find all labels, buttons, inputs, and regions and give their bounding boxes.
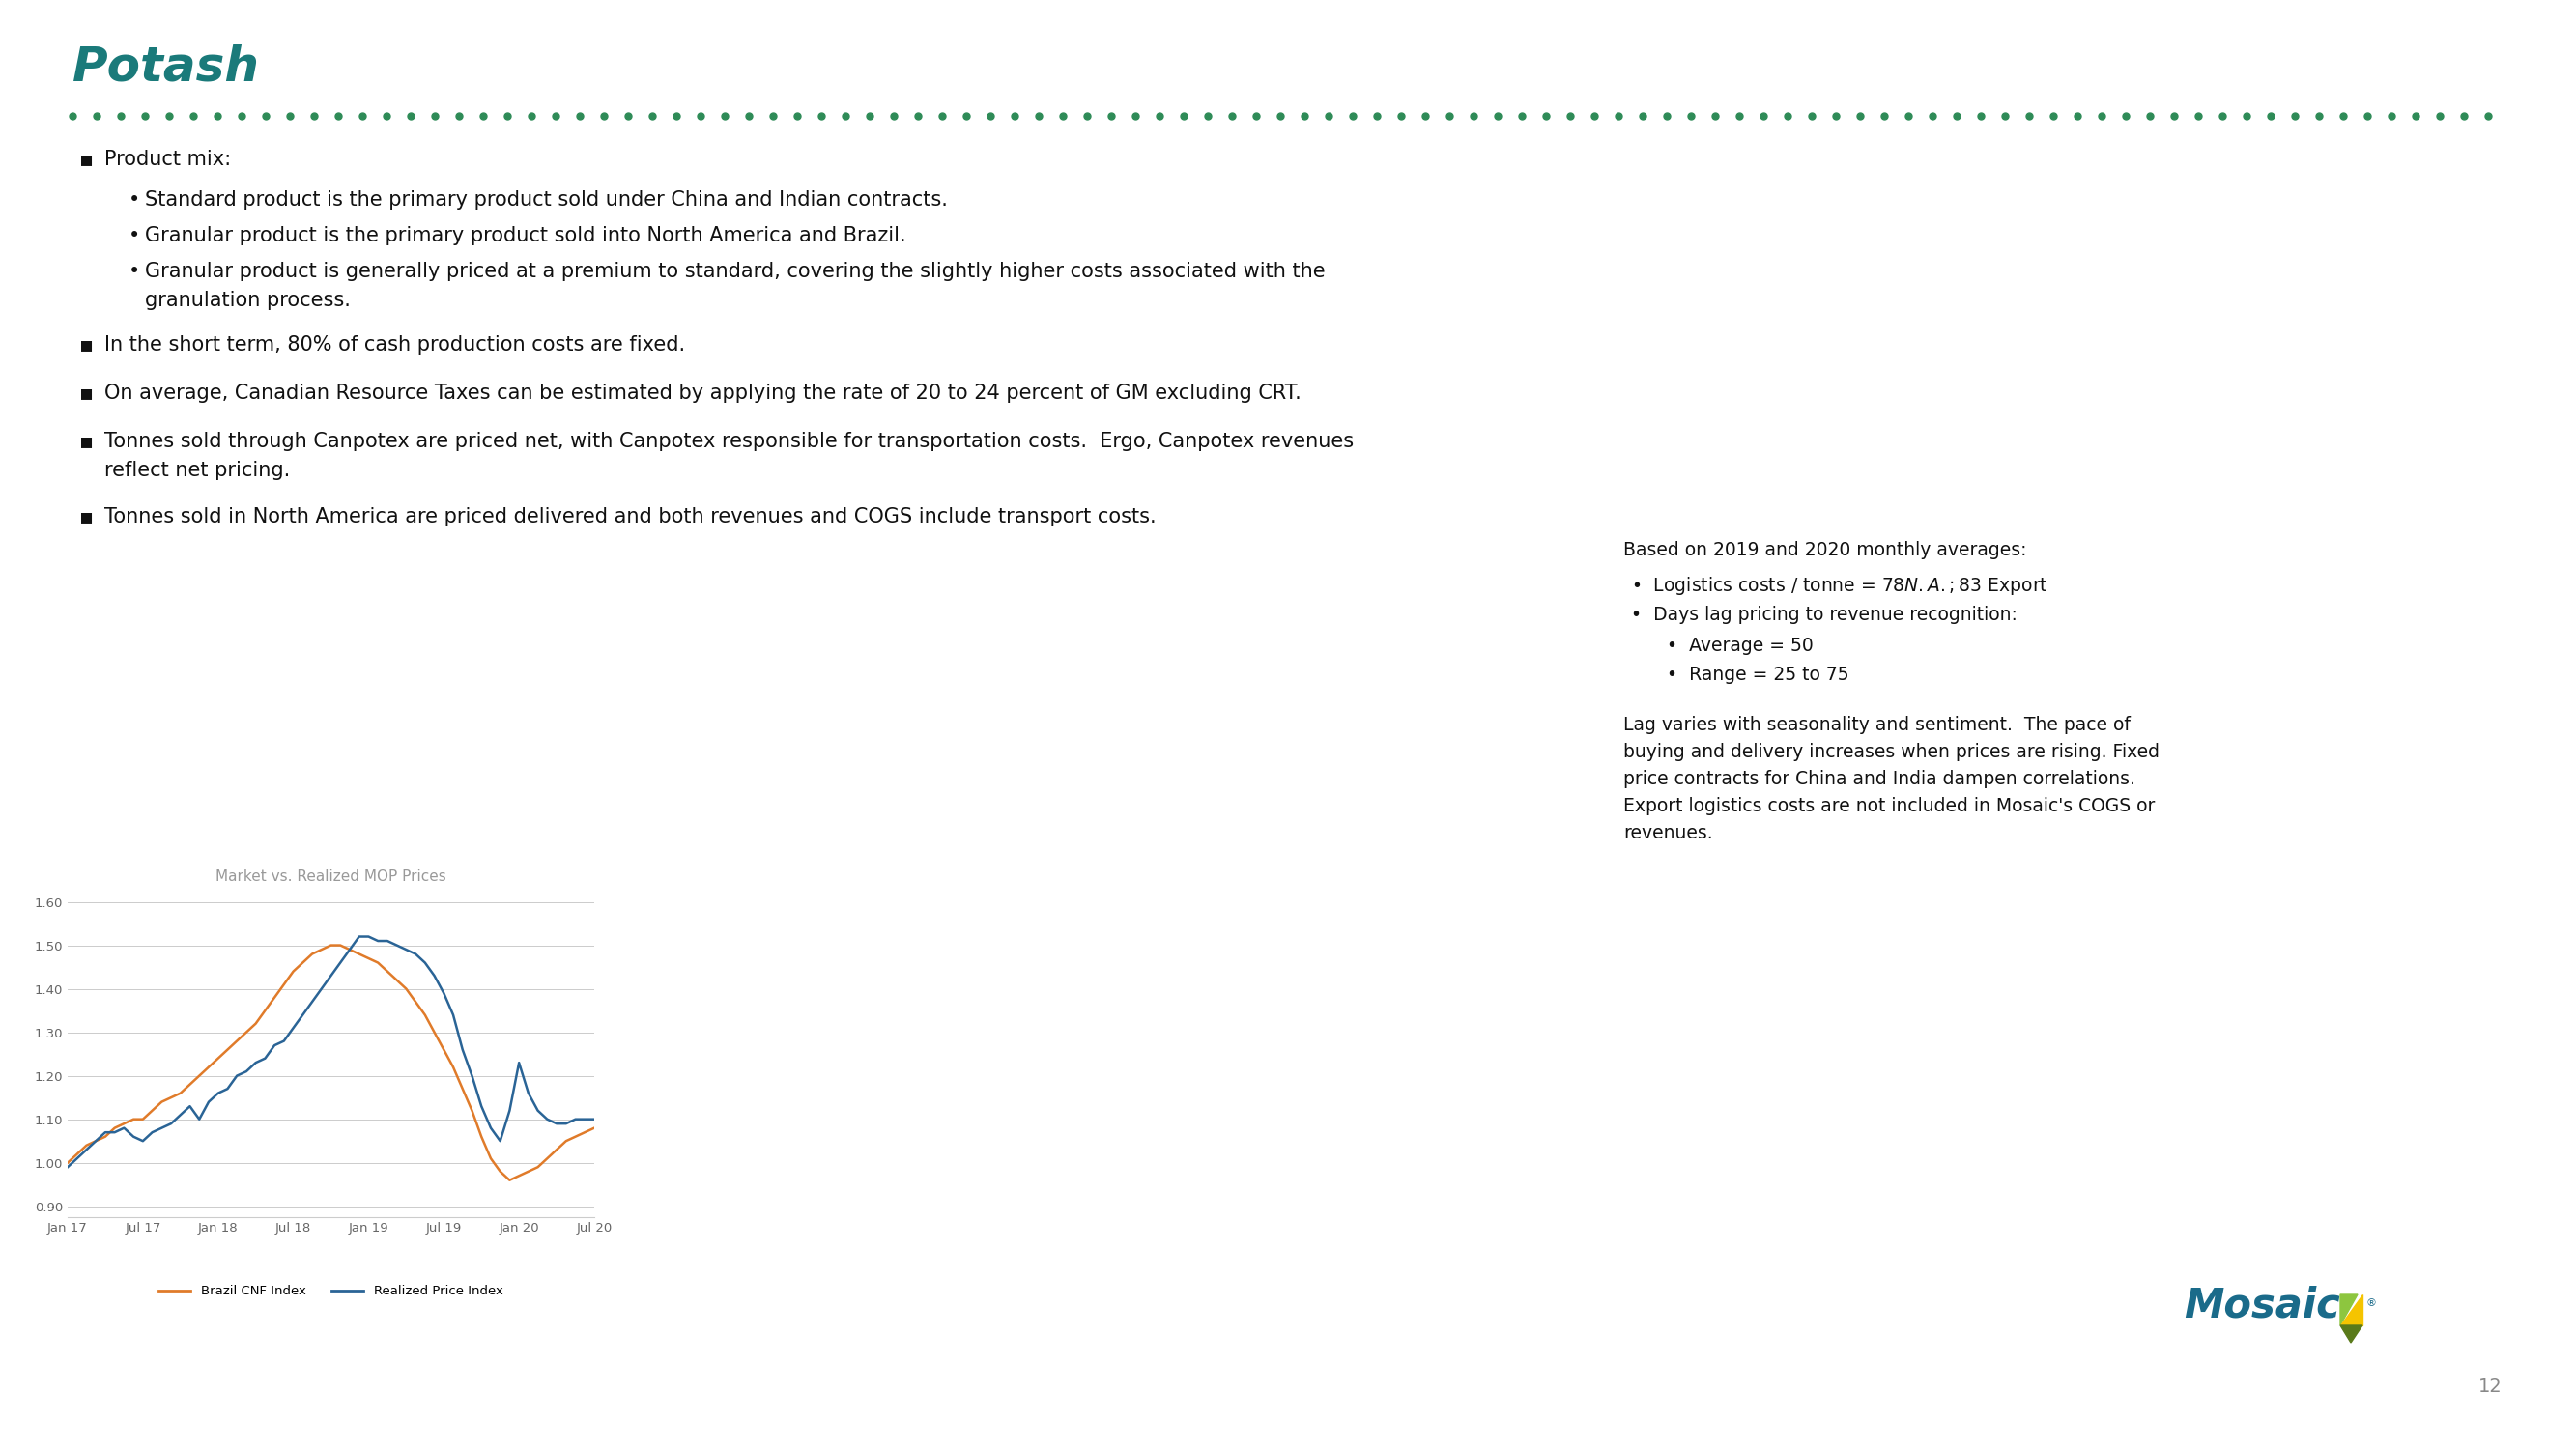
Text: Granular product is the primary product sold into North America and Brazil.: Granular product is the primary product … xyxy=(144,226,907,245)
Polygon shape xyxy=(2339,1326,2362,1343)
Text: On average, Canadian Resource Taxes can be estimated by applying the rate of 20 : On average, Canadian Resource Taxes can … xyxy=(106,384,1301,403)
Text: •  Average = 50: • Average = 50 xyxy=(1667,636,1814,655)
Text: ▪: ▪ xyxy=(80,149,93,170)
Text: In the short term, 80% of cash production costs are fixed.: In the short term, 80% of cash productio… xyxy=(106,335,685,355)
Text: •  Logistics costs / tonne = $78 N.A.; $83 Export: • Logistics costs / tonne = $78 N.A.; $8… xyxy=(1631,575,2048,597)
Legend: Brazil CNF Index, Realized Price Index: Brazil CNF Index, Realized Price Index xyxy=(155,1279,507,1303)
Text: price contracts for China and India dampen correlations.: price contracts for China and India damp… xyxy=(1623,769,2136,788)
Text: •: • xyxy=(129,190,139,210)
Text: Tonnes sold through Canpotex are priced net, with Canpotex responsible for trans: Tonnes sold through Canpotex are priced … xyxy=(106,432,1355,451)
Text: revenues.: revenues. xyxy=(1623,824,1713,842)
Text: reflect net pricing.: reflect net pricing. xyxy=(106,461,291,480)
Text: Export logistics costs are not included in Mosaic's COGS or: Export logistics costs are not included … xyxy=(1623,797,2156,816)
Text: Potash: Potash xyxy=(72,43,260,90)
Text: ®: ® xyxy=(2365,1298,2375,1308)
Text: •  Days lag pricing to revenue recognition:: • Days lag pricing to revenue recognitio… xyxy=(1631,606,2017,625)
Text: Standard product is the primary product sold under China and Indian contracts.: Standard product is the primary product … xyxy=(144,190,948,210)
Text: Tonnes sold in North America are priced delivered and both revenues and COGS inc: Tonnes sold in North America are priced … xyxy=(106,507,1157,526)
Text: 12: 12 xyxy=(2478,1378,2501,1395)
Text: ▪: ▪ xyxy=(80,335,93,355)
Text: Mosaic: Mosaic xyxy=(2184,1285,2339,1326)
Text: Based on 2019 and 2020 monthly averages:: Based on 2019 and 2020 monthly averages: xyxy=(1623,540,2027,559)
Text: ▪: ▪ xyxy=(80,432,93,451)
Title: Market vs. Realized MOP Prices: Market vs. Realized MOP Prices xyxy=(216,869,446,884)
Polygon shape xyxy=(2339,1294,2362,1326)
Text: buying and delivery increases when prices are rising. Fixed: buying and delivery increases when price… xyxy=(1623,743,2159,761)
Text: Product mix:: Product mix: xyxy=(106,149,232,170)
Text: Lag varies with seasonality and sentiment.  The pace of: Lag varies with seasonality and sentimen… xyxy=(1623,716,2130,735)
Text: granulation process.: granulation process. xyxy=(144,291,350,310)
Text: •: • xyxy=(129,262,139,281)
Text: •  Range = 25 to 75: • Range = 25 to 75 xyxy=(1667,665,1850,684)
Text: ▪: ▪ xyxy=(80,507,93,526)
Polygon shape xyxy=(2339,1294,2357,1326)
Text: Granular product is generally priced at a premium to standard, covering the slig: Granular product is generally priced at … xyxy=(144,262,1324,281)
Text: ▪: ▪ xyxy=(80,384,93,403)
Text: •: • xyxy=(129,226,139,245)
